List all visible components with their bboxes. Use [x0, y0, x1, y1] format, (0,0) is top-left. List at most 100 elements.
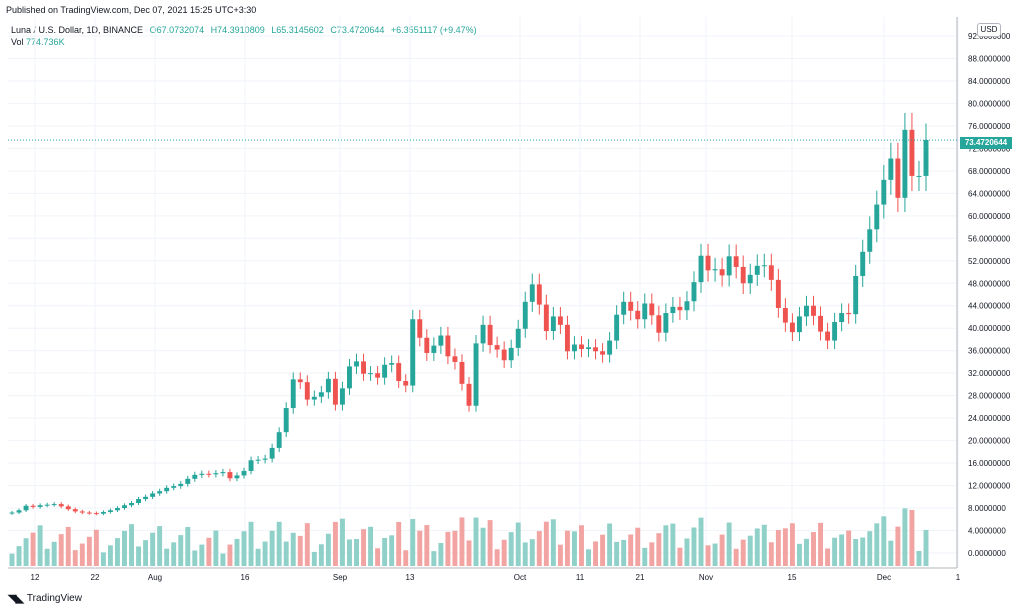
candle-body: [572, 344, 577, 352]
candle-body: [115, 508, 120, 511]
volume-bar: [642, 547, 648, 566]
volume-bar: [614, 541, 620, 566]
volume-bar: [72, 550, 78, 566]
candle-body: [206, 473, 212, 475]
candle-body: [16, 510, 22, 513]
volume-bar: [16, 546, 22, 566]
candle-body: [642, 303, 648, 320]
candle-body: [234, 475, 240, 479]
volume-bar: [389, 535, 395, 566]
x-tick-label: Aug: [148, 573, 162, 582]
candle-body: [72, 509, 78, 512]
volume-bar: [557, 544, 563, 566]
x-tick-label: 21: [636, 573, 645, 582]
candle-body: [628, 301, 634, 311]
y-tick-label: 28.0000000: [968, 392, 1011, 401]
x-tick-label: 12: [31, 573, 40, 582]
y-tick-label: 24.0000000: [968, 414, 1011, 423]
y-tick-label: 8.0000000: [968, 504, 1006, 513]
y-tick-label: 76.0000000: [968, 122, 1011, 131]
candle-body: [846, 313, 852, 315]
volume-bar: [522, 542, 528, 566]
candle-body: [382, 364, 388, 378]
volume-bar: [529, 539, 535, 566]
volume-bar: [403, 550, 409, 566]
candle-body: [487, 324, 493, 346]
candle-body: [895, 158, 901, 198]
volume-label: Vol: [11, 37, 24, 47]
candle-body: [825, 331, 831, 341]
volume-bar: [782, 528, 788, 566]
volume-bar: [150, 532, 156, 566]
candle-body: [255, 459, 261, 461]
candle-body: [705, 255, 711, 271]
x-tick-label: 16: [241, 573, 250, 582]
volume-bar: [691, 527, 697, 566]
candle-body: [649, 303, 655, 316]
candle-body: [501, 349, 507, 361]
candle-body: [30, 505, 36, 507]
volume-bar: [396, 521, 402, 566]
volume-bar: [726, 522, 732, 566]
candle-body: [691, 282, 697, 302]
volume-bar: [881, 516, 887, 566]
candle-body: [178, 483, 184, 487]
candle-body: [311, 396, 317, 400]
volume-bar: [853, 539, 859, 566]
volume-bar: [185, 527, 191, 566]
volume-bar: [9, 553, 15, 566]
volume-bar: [44, 548, 50, 566]
candle-body: [438, 335, 444, 346]
candle-body: [417, 319, 423, 338]
volume-bar: [677, 547, 683, 566]
volume-bar: [431, 551, 437, 566]
candle-body: [733, 256, 739, 267]
volume-bar: [536, 531, 542, 566]
currency-button[interactable]: USD: [977, 23, 1001, 37]
x-tick-label: Dec: [877, 573, 891, 582]
y-tick-label: 36.0000000: [968, 347, 1011, 356]
candle-body: [389, 363, 395, 365]
volume-bar: [705, 545, 711, 566]
candle-body: [564, 324, 570, 352]
y-tick-label: 52.0000000: [968, 257, 1011, 266]
volume-bar: [663, 525, 669, 566]
volume-bar: [30, 532, 36, 566]
candle-body: [550, 316, 556, 332]
volume-bar: [452, 530, 458, 566]
volume-bar: [122, 530, 127, 566]
volume-bar: [635, 527, 641, 566]
volume-legend: Vol 774.736K: [11, 37, 65, 47]
brand-name: TradingView: [26, 593, 82, 604]
candle-body: [579, 344, 584, 350]
volume-bar: [269, 530, 275, 566]
candle-body: [185, 478, 191, 484]
candle-body: [93, 513, 99, 515]
candle-body: [100, 511, 106, 514]
candle-body: [283, 408, 289, 433]
symbol-title[interactable]: Luna / U.S. Dollar, 1D, BINANCE: [11, 25, 144, 35]
candle-body: [318, 392, 324, 397]
volume-bar: [37, 525, 43, 566]
volume-bar: [171, 542, 177, 566]
candle-body: [677, 306, 683, 311]
volume-bar: [164, 548, 170, 566]
volume-bar: [501, 539, 507, 566]
candle-body: [747, 274, 753, 284]
footer-brand[interactable]: ◥◣ TradingView: [8, 592, 82, 605]
candle-body: [354, 361, 359, 367]
candle-body: [459, 361, 465, 384]
candle-body: [58, 504, 64, 507]
volume-bar: [206, 537, 212, 566]
volume-bar: [227, 544, 233, 566]
candle-body: [79, 511, 85, 513]
volume-bar: [234, 538, 240, 566]
low-value: L65.3145602: [271, 25, 324, 35]
volume-bar: [248, 521, 254, 566]
published-note: Published on TradingView.com, Dec 07, 20…: [6, 5, 257, 15]
candle-body: [754, 265, 760, 275]
candle-body: [9, 512, 15, 514]
candle-body: [445, 335, 451, 357]
volume-bar: [417, 530, 423, 566]
